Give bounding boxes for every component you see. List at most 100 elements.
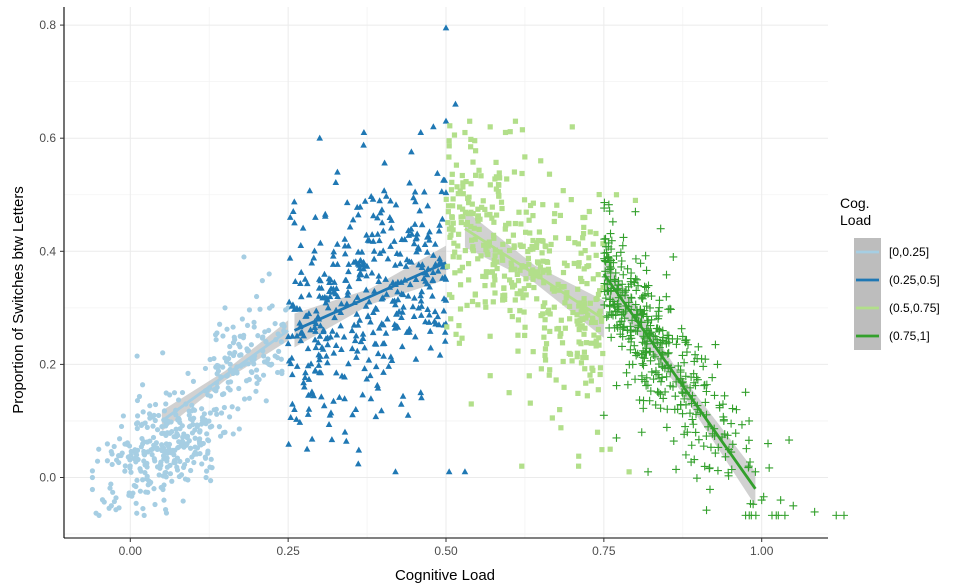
point-triangle	[368, 231, 376, 238]
point-plus	[662, 339, 671, 348]
point-square	[569, 358, 575, 364]
point-square	[521, 309, 527, 315]
point-triangle	[418, 288, 426, 295]
point-triangle	[305, 310, 313, 317]
point-triangle	[334, 240, 341, 247]
point-circle	[139, 435, 145, 442]
point-plus	[646, 321, 655, 330]
point-plus	[626, 274, 635, 283]
point-triangle	[396, 250, 404, 257]
point-square	[580, 316, 586, 323]
point-triangle	[343, 199, 351, 206]
point-triangle	[312, 320, 320, 327]
point-square	[578, 309, 584, 315]
point-plus	[646, 387, 655, 396]
point-square	[448, 232, 454, 238]
point-plus	[655, 303, 664, 312]
point-plus	[785, 436, 794, 445]
point-square	[509, 264, 515, 270]
point-plus	[605, 207, 614, 216]
point-triangle	[334, 292, 341, 299]
point-square	[498, 199, 505, 205]
point-plus	[624, 335, 633, 344]
point-circle	[213, 337, 219, 343]
point-triangle	[435, 227, 443, 234]
point-plus	[765, 463, 774, 472]
point-plus	[607, 236, 616, 245]
point-plus	[642, 373, 651, 382]
point-square	[472, 236, 478, 242]
point-triangle	[285, 440, 292, 447]
point-square	[507, 129, 513, 135]
point-circle	[189, 402, 195, 408]
point-square	[489, 204, 495, 210]
point-triangle	[399, 392, 407, 399]
point-triangle	[328, 436, 336, 443]
point-plus	[700, 462, 709, 471]
point-triangle	[319, 345, 327, 352]
point-plus	[711, 449, 720, 458]
point-plus	[669, 437, 678, 446]
point-triangle	[410, 313, 418, 320]
point-triangle	[434, 313, 442, 320]
point-plus	[705, 464, 714, 473]
point-square	[487, 333, 493, 339]
point-triangle	[289, 400, 296, 407]
point-square	[492, 277, 498, 283]
point-triangle	[330, 397, 337, 404]
point-triangle	[420, 275, 428, 282]
point-triangle	[439, 215, 446, 222]
point-square	[576, 303, 582, 309]
point-square	[547, 328, 553, 335]
point-plus	[641, 251, 650, 260]
point-triangle	[355, 446, 363, 453]
y-tick-label: 0.8	[39, 18, 56, 32]
point-square	[476, 226, 482, 232]
trend-line	[602, 273, 757, 490]
point-plus	[757, 496, 766, 505]
point-square	[575, 286, 581, 292]
point-triangle	[340, 333, 348, 340]
point-square	[497, 175, 503, 181]
point-triangle	[423, 248, 431, 255]
point-square	[446, 138, 452, 144]
point-triangle	[441, 337, 449, 344]
point-triangle	[321, 293, 329, 300]
point-square	[576, 326, 582, 333]
point-circle	[257, 306, 263, 312]
point-square	[543, 341, 550, 347]
point-plus	[702, 380, 711, 389]
point-circle	[89, 468, 96, 474]
point-circle	[279, 368, 285, 374]
point-triangle	[336, 393, 343, 400]
point-plus	[640, 282, 649, 291]
point-square	[456, 322, 462, 329]
point-square	[515, 278, 522, 284]
point-square	[514, 271, 520, 277]
legend-label: (0.75,1]	[889, 329, 930, 343]
point-square	[509, 313, 515, 320]
point-square	[460, 191, 466, 197]
point-triangle	[379, 247, 387, 254]
point-square	[482, 282, 488, 289]
point-triangle	[429, 277, 436, 284]
point-triangle	[424, 202, 431, 209]
point-triangle	[437, 257, 444, 264]
point-circle	[220, 333, 226, 339]
point-plus	[608, 217, 617, 226]
point-circle	[159, 442, 165, 448]
point-triangle	[371, 340, 379, 347]
point-square	[596, 342, 602, 348]
point-triangle	[417, 389, 425, 396]
point-triangle	[411, 220, 419, 227]
point-square	[492, 290, 498, 296]
point-square	[499, 205, 505, 212]
point-triangle	[333, 285, 340, 292]
point-plus	[720, 430, 729, 439]
point-circle	[202, 365, 209, 372]
point-plus	[617, 342, 626, 351]
point-triangle	[366, 237, 373, 244]
point-plus	[609, 258, 618, 267]
point-triangle	[398, 343, 406, 350]
point-circle	[216, 424, 223, 430]
